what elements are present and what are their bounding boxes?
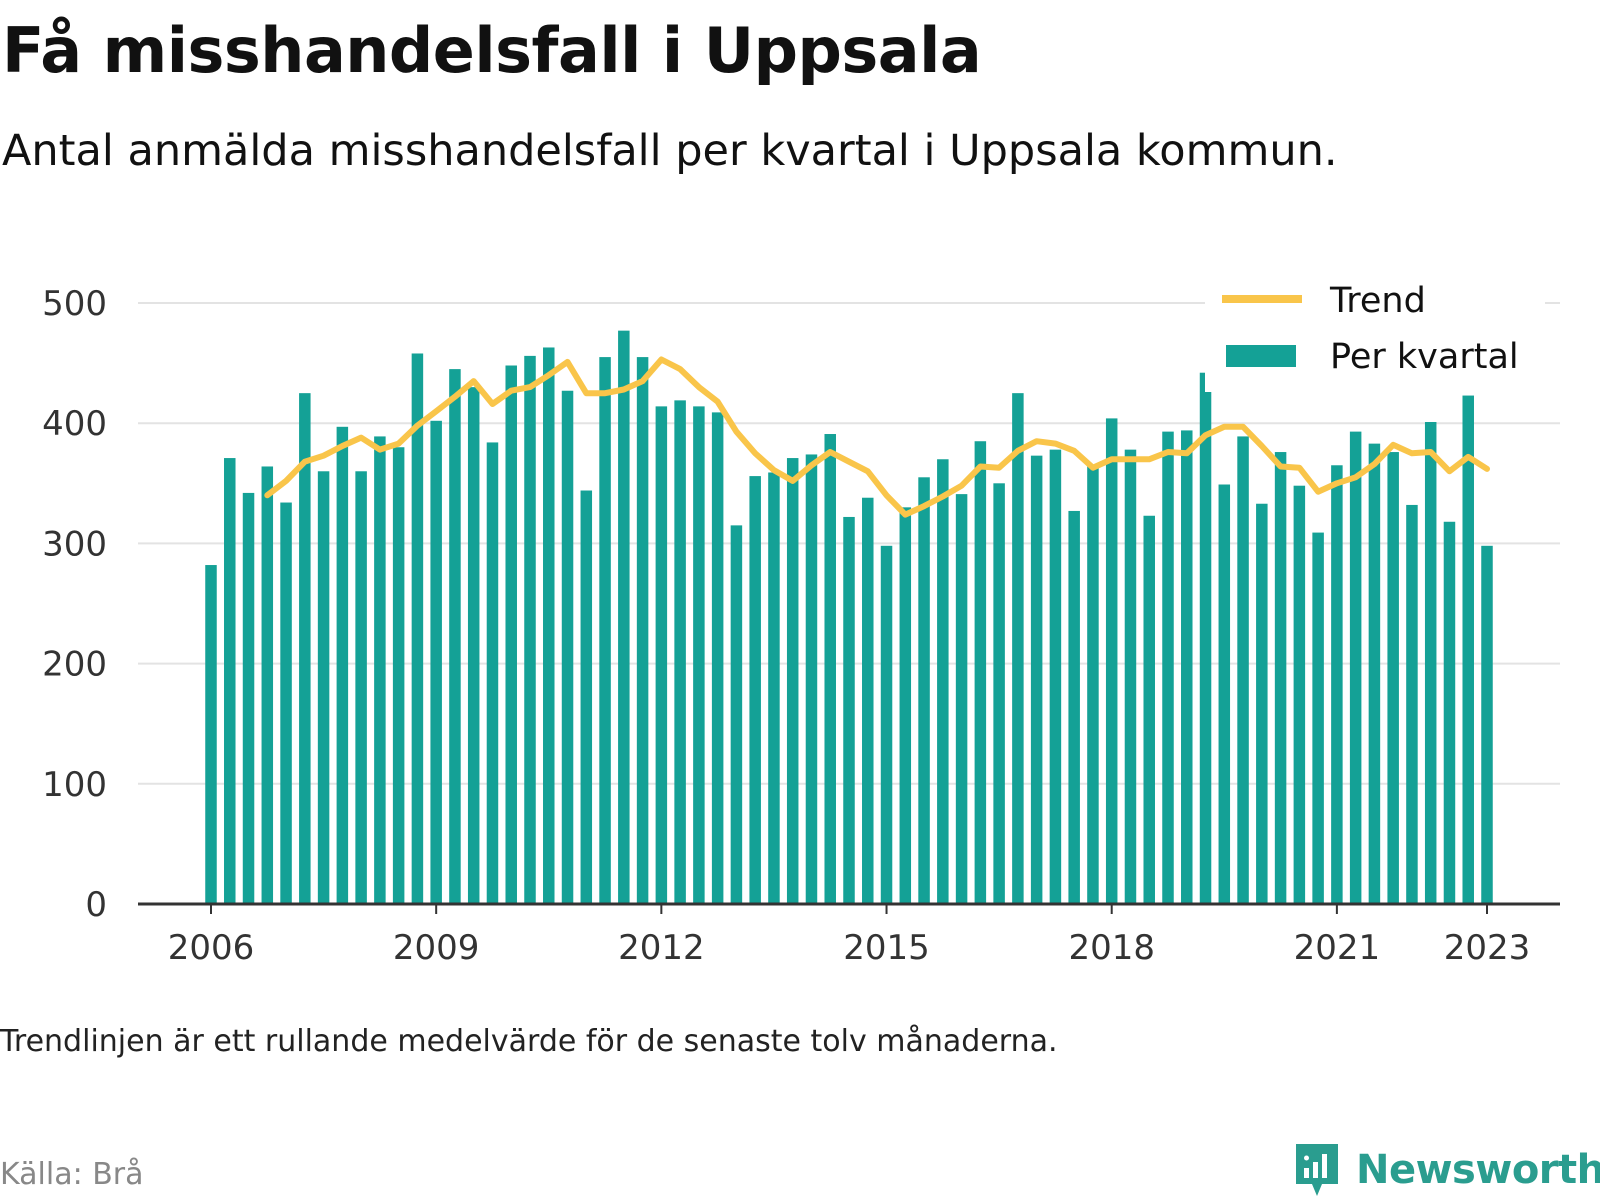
bar: [467, 387, 480, 904]
bar: [1087, 466, 1099, 904]
bar: [1331, 465, 1343, 904]
bar: [1030, 455, 1043, 904]
bar: [561, 390, 574, 905]
legend-background: [1205, 272, 1545, 392]
chart-subtitle: Antal anmälda misshandelsfall per kvarta…: [2, 126, 1338, 176]
axes: 0 100 200 300 400 500 2006 2009 2012 2015 2018 2021…: [42, 284, 1560, 968]
bar: [430, 420, 442, 904]
bar: [242, 492, 255, 904]
bar-chart-speech-bubble-icon: [1296, 1144, 1338, 1196]
bar: [1049, 449, 1062, 904]
bar: [974, 441, 987, 904]
legend-label-per-kvartal: Per kvartal: [1330, 337, 1519, 377]
x-tick-label: 2015: [843, 928, 930, 968]
bar: [955, 494, 968, 904]
bar: [299, 393, 311, 904]
bar: [674, 400, 686, 904]
bar: [1181, 430, 1193, 904]
y-tick-label: 400: [42, 404, 107, 444]
bar: [786, 458, 799, 904]
bar: [1406, 504, 1418, 904]
bar: [880, 545, 893, 904]
bar: [317, 471, 330, 904]
bar: [205, 565, 217, 904]
bar: [937, 459, 949, 904]
brand-name: Newsworthy: [1356, 1147, 1600, 1193]
bar: [693, 406, 705, 904]
bar: [1199, 372, 1212, 904]
bar: [730, 525, 743, 904]
bar: [899, 507, 912, 904]
bars: [205, 330, 1493, 905]
bar: [1237, 436, 1249, 904]
bar: [618, 330, 630, 904]
x-tick-label: 2012: [618, 928, 705, 968]
footnote: Trendlinjen är ett rullande medelvärde f…: [0, 1024, 1058, 1059]
bar: [355, 471, 367, 904]
bar: [1162, 431, 1174, 904]
bar: [1218, 484, 1231, 904]
bar: [505, 365, 517, 904]
bar: [1124, 449, 1137, 904]
x-tick-label: 2023: [1444, 928, 1531, 968]
x-tick-label: 2021: [1294, 928, 1381, 968]
bar: [862, 497, 874, 904]
trend-line-layer: [264, 356, 1490, 518]
bar: [1387, 452, 1399, 904]
bar: [486, 442, 499, 904]
trend-line: [264, 356, 1490, 518]
legend-label-trend: Trend: [1329, 281, 1426, 321]
bar: [449, 369, 461, 904]
bar: [1105, 418, 1118, 904]
legend: Trend Per kvartal: [1205, 272, 1545, 392]
y-tick-label: 0: [85, 885, 107, 925]
bar: [392, 447, 405, 904]
chart-title: Få misshandelsfall i Uppsala: [2, 14, 982, 87]
bar: [599, 357, 611, 905]
bar: [749, 476, 761, 904]
bar: [1274, 452, 1287, 904]
bar: [261, 466, 274, 904]
bar: [224, 458, 236, 904]
bar: [711, 412, 724, 904]
bar: [993, 483, 1005, 904]
bar: [636, 357, 649, 905]
bar: [1312, 532, 1324, 904]
bar: [918, 477, 930, 904]
bar: [543, 347, 555, 904]
bar: [1143, 515, 1155, 904]
bar: [411, 353, 424, 904]
brand-logo: Newsworthy: [1292, 1140, 1600, 1200]
bar: [1424, 421, 1437, 904]
bar: [768, 472, 780, 904]
bar: [1481, 545, 1493, 904]
y-tick-label: 300: [42, 524, 107, 564]
bar: [1462, 395, 1474, 904]
legend-swatch-per-kvartal: [1226, 345, 1296, 367]
y-tick-label: 200: [42, 645, 107, 685]
bar: [1293, 485, 1306, 904]
y-tick-label: 500: [42, 284, 107, 324]
bar: [1349, 431, 1362, 904]
bar: [374, 436, 386, 904]
bar-line-chart: 0 100 200 300 400 500 2006 2009 2012 2015 2018 2021…: [42, 272, 1560, 968]
x-tick-label: 2009: [393, 928, 480, 968]
bar: [824, 434, 836, 904]
bar: [580, 490, 593, 904]
bar: [1012, 393, 1024, 904]
bar: [1068, 510, 1080, 904]
bar: [280, 502, 292, 904]
bar: [524, 355, 536, 904]
x-tick-label: 2018: [1068, 928, 1155, 968]
bar: [1443, 521, 1456, 904]
bar: [1368, 443, 1381, 904]
bar: [655, 406, 668, 904]
x-tick-label: 2006: [168, 928, 255, 968]
bar: [843, 516, 855, 904]
bar: [1256, 503, 1268, 904]
source-credit: Källa: Brå: [0, 1157, 144, 1192]
bar: [336, 426, 349, 904]
y-tick-label: 100: [42, 765, 107, 805]
bar: [805, 454, 818, 904]
